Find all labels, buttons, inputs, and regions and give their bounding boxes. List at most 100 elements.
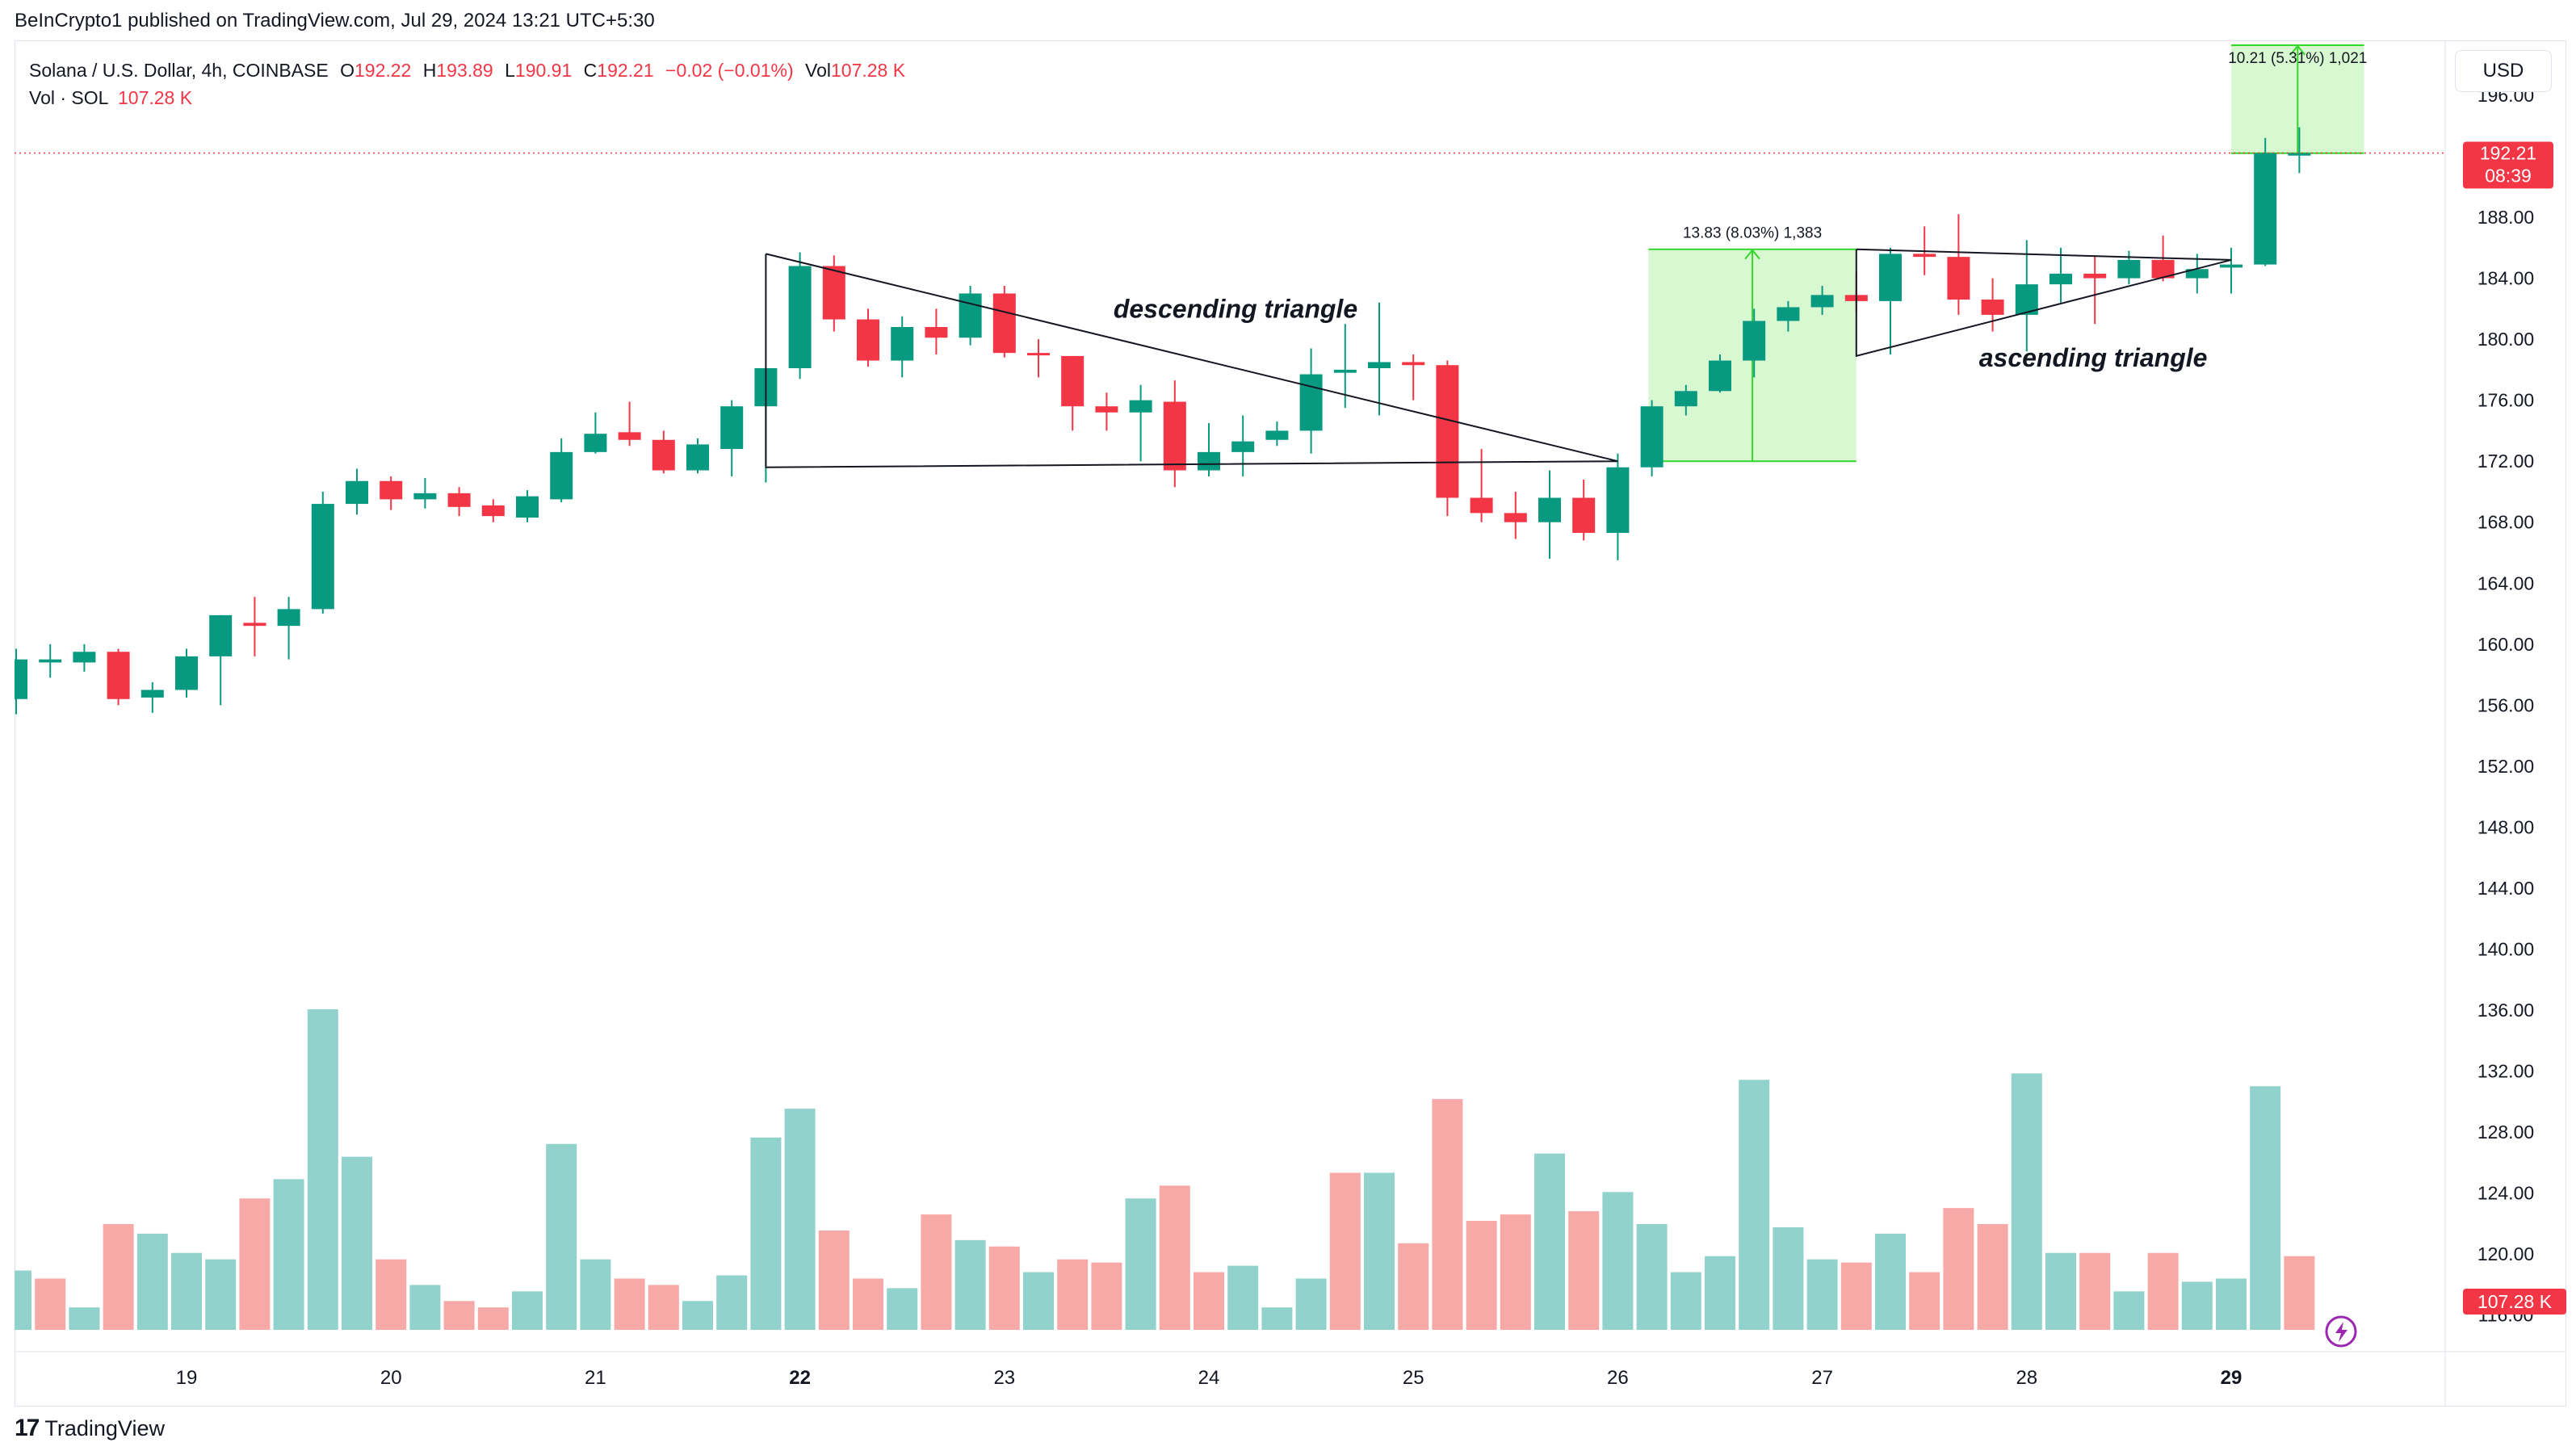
legend-volume-row: Vol · SOL 107.28 K xyxy=(29,84,905,111)
chart-area[interactable]: 13.83 (8.03%) 1,383 10.21 (5.31%) 1,021 d… xyxy=(15,40,2566,1407)
volume-bar xyxy=(988,1246,1020,1330)
volume-bar xyxy=(853,1278,883,1330)
tradingview-brand[interactable]: 17 TradingView xyxy=(15,1415,165,1442)
measure-label: 13.83 (8.03%) 1,383 xyxy=(1683,225,1822,242)
tradingview-logo-icon: 17 xyxy=(15,1415,40,1441)
candle-body xyxy=(1231,441,1255,452)
volume-bar xyxy=(1466,1221,1497,1330)
currency-button[interactable]: USD xyxy=(2455,50,2552,92)
volume-series xyxy=(15,1009,2315,1330)
candle-body xyxy=(346,480,368,505)
volume-bar xyxy=(1636,1223,1668,1330)
volume-bar xyxy=(1739,1080,1770,1330)
volume-bar xyxy=(443,1301,475,1330)
symbol-title[interactable]: Solana / U.S. Dollar, 4h, COINBASE xyxy=(29,60,329,81)
candle-body xyxy=(1572,497,1596,533)
time-axis[interactable]: 19 20 21 22 23 24 25 26 27 28 29 xyxy=(176,1367,2242,1389)
open-value: 192.22 xyxy=(355,60,412,81)
measure-tools: 13.83 (8.03%) 1,383 10.21 (5.31%) 1,021 xyxy=(1648,44,2367,463)
price-tick-label: 120.00 xyxy=(2477,1243,2534,1264)
volume-bar xyxy=(1057,1259,1089,1330)
volume-bar xyxy=(1840,1262,1872,1330)
volume-bar xyxy=(1602,1192,1634,1330)
volume-tag-value: 107.28 K xyxy=(2477,1291,2553,1312)
volume-bar xyxy=(1568,1211,1600,1330)
candle-body xyxy=(618,432,641,440)
candle-body xyxy=(992,293,1016,354)
candle-body xyxy=(1777,307,1800,321)
volume-bar xyxy=(1227,1265,1259,1330)
price-tick-label: 124.00 xyxy=(2477,1183,2534,1204)
candle-body xyxy=(516,496,539,518)
candle-body xyxy=(141,690,164,698)
time-tick-label: 23 xyxy=(993,1367,1015,1389)
volume-bar xyxy=(1670,1272,1701,1330)
candle-body xyxy=(1095,406,1118,413)
volume-bar xyxy=(1329,1172,1361,1330)
volume-bar xyxy=(2045,1252,2076,1330)
candle-body xyxy=(925,327,948,338)
volume-bar xyxy=(818,1230,850,1330)
volume-bar xyxy=(716,1275,748,1330)
candle-body xyxy=(686,444,709,471)
volume-bar xyxy=(1705,1256,1735,1330)
volume-bar xyxy=(921,1214,952,1330)
volume-tag xyxy=(2463,1289,2566,1315)
volume-bar xyxy=(1295,1278,1327,1330)
time-tick-label: 22 xyxy=(789,1367,811,1389)
candle-body xyxy=(1027,353,1050,356)
volume-bar xyxy=(750,1137,782,1330)
publisher-line: BeInCrypto1 published on TradingView.com… xyxy=(15,10,655,31)
trend-drawings: descending triangle ascending triangle xyxy=(765,248,2232,468)
candle-body xyxy=(720,406,744,450)
measure-arrow-head xyxy=(2289,44,2306,56)
volume-bar xyxy=(1977,1223,2008,1330)
price-tick-label: 156.00 xyxy=(2477,694,2534,715)
time-tick-label: 19 xyxy=(176,1367,198,1389)
volume-bar xyxy=(1875,1233,1906,1330)
symbol-legend: Solana / U.S. Dollar, 4h, COINBASE O192.… xyxy=(29,57,905,111)
volume-bar xyxy=(239,1198,271,1330)
price-countdown: 08:39 xyxy=(2485,166,2532,187)
price-tick-label: 188.00 xyxy=(2477,207,2534,228)
candle-body xyxy=(2254,153,2277,265)
descending-triangle-label: descending triangle xyxy=(1114,295,1357,324)
volume-label: Vol xyxy=(805,60,831,81)
candle-body xyxy=(1981,300,2004,315)
candle-body xyxy=(2049,273,2072,285)
candle-body xyxy=(1606,467,1630,533)
candle-body xyxy=(15,659,27,699)
volume-study-label[interactable]: Vol · SOL xyxy=(29,87,108,108)
candle-body xyxy=(1879,254,1902,301)
candle-body xyxy=(1640,406,1663,468)
volume-bar xyxy=(15,1270,31,1330)
low-value: 190.91 xyxy=(514,60,573,81)
price-axis[interactable]: 116.00120.00124.00128.00132.00136.00140.… xyxy=(2477,85,2534,1326)
candle-body xyxy=(209,614,233,656)
volume-bar xyxy=(2284,1256,2315,1330)
time-tick-label: 29 xyxy=(2221,1367,2242,1389)
price-tick-label: 148.00 xyxy=(2477,816,2534,837)
volume-bar xyxy=(2113,1291,2145,1330)
candle-body xyxy=(1538,497,1561,522)
candle-body xyxy=(380,480,403,500)
time-tick-label: 28 xyxy=(2016,1367,2037,1389)
candle-body xyxy=(2117,259,2141,279)
time-tick-label: 26 xyxy=(1607,1367,1629,1389)
volume-bar xyxy=(103,1223,134,1330)
candle-body xyxy=(1299,374,1323,431)
volume-bar xyxy=(2147,1252,2179,1330)
ascending-triangle-label: ascending triangle xyxy=(1979,343,2208,372)
candle-body xyxy=(1709,360,1731,392)
candle-body xyxy=(73,652,96,663)
legend-price-row: Solana / U.S. Dollar, 4h, COINBASE O192.… xyxy=(29,57,905,84)
time-tick-label: 24 xyxy=(1198,1367,1220,1389)
candle-body xyxy=(413,493,437,500)
lightning-icon[interactable] xyxy=(2325,1315,2357,1348)
candle-body xyxy=(39,659,62,663)
candle-body xyxy=(2288,153,2311,156)
volume-bar xyxy=(954,1239,986,1330)
candle-body xyxy=(1198,451,1220,471)
volume-bar xyxy=(1159,1185,1190,1330)
